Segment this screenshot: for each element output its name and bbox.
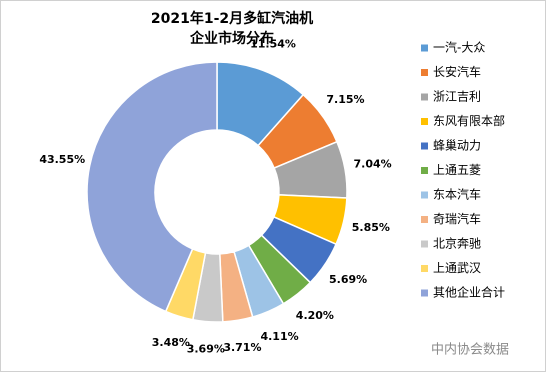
data-label: 3.69% <box>187 343 225 356</box>
legend-label: 东风有限本部 <box>433 113 505 128</box>
chart-title: 2021年1-2月多缸汽油机 <box>151 10 313 27</box>
data-label: 5.85% <box>352 221 390 234</box>
legend-marker <box>421 191 428 199</box>
data-label: 7.04% <box>353 157 391 170</box>
legend-label: 北京奔驰 <box>433 237 481 251</box>
legend-label: 长安汽车 <box>433 64 481 79</box>
data-label: 43.55% <box>39 153 85 166</box>
data-label: 7.15% <box>326 93 364 106</box>
legend-label: 上通武汉 <box>433 261 481 275</box>
legend-marker <box>421 69 428 76</box>
donut-slice <box>86 61 218 313</box>
legend-label: 其他企业合计 <box>433 285 505 300</box>
data-label: 3.71% <box>223 341 261 354</box>
legend-label: 一汽-大众 <box>433 40 485 55</box>
watermark: 中内协会数据 <box>431 342 509 358</box>
legend-marker <box>421 289 428 297</box>
legend-label: 蜂巢动力 <box>433 139 481 153</box>
legend-marker <box>421 216 428 223</box>
data-label: 4.11% <box>260 330 298 343</box>
legend-marker <box>421 240 428 248</box>
legend-label: 上通五菱 <box>433 163 481 177</box>
legend-marker <box>421 44 428 52</box>
data-label: 4.20% <box>296 309 334 322</box>
legend-marker <box>421 93 428 101</box>
data-label: 5.69% <box>329 273 367 286</box>
legend-marker <box>421 118 428 125</box>
legend-label: 奇瑞汽车 <box>433 211 481 226</box>
legend-label: 浙江吉利 <box>433 90 481 104</box>
legend-marker <box>421 265 428 272</box>
data-label: 11.54% <box>250 37 296 50</box>
chart-subtitle: 企业市场分布 <box>189 30 274 47</box>
legend-label: 东本汽车 <box>433 187 481 202</box>
legend-marker <box>421 142 428 150</box>
legend-marker <box>421 167 428 174</box>
data-label: 3.48% <box>152 336 190 349</box>
